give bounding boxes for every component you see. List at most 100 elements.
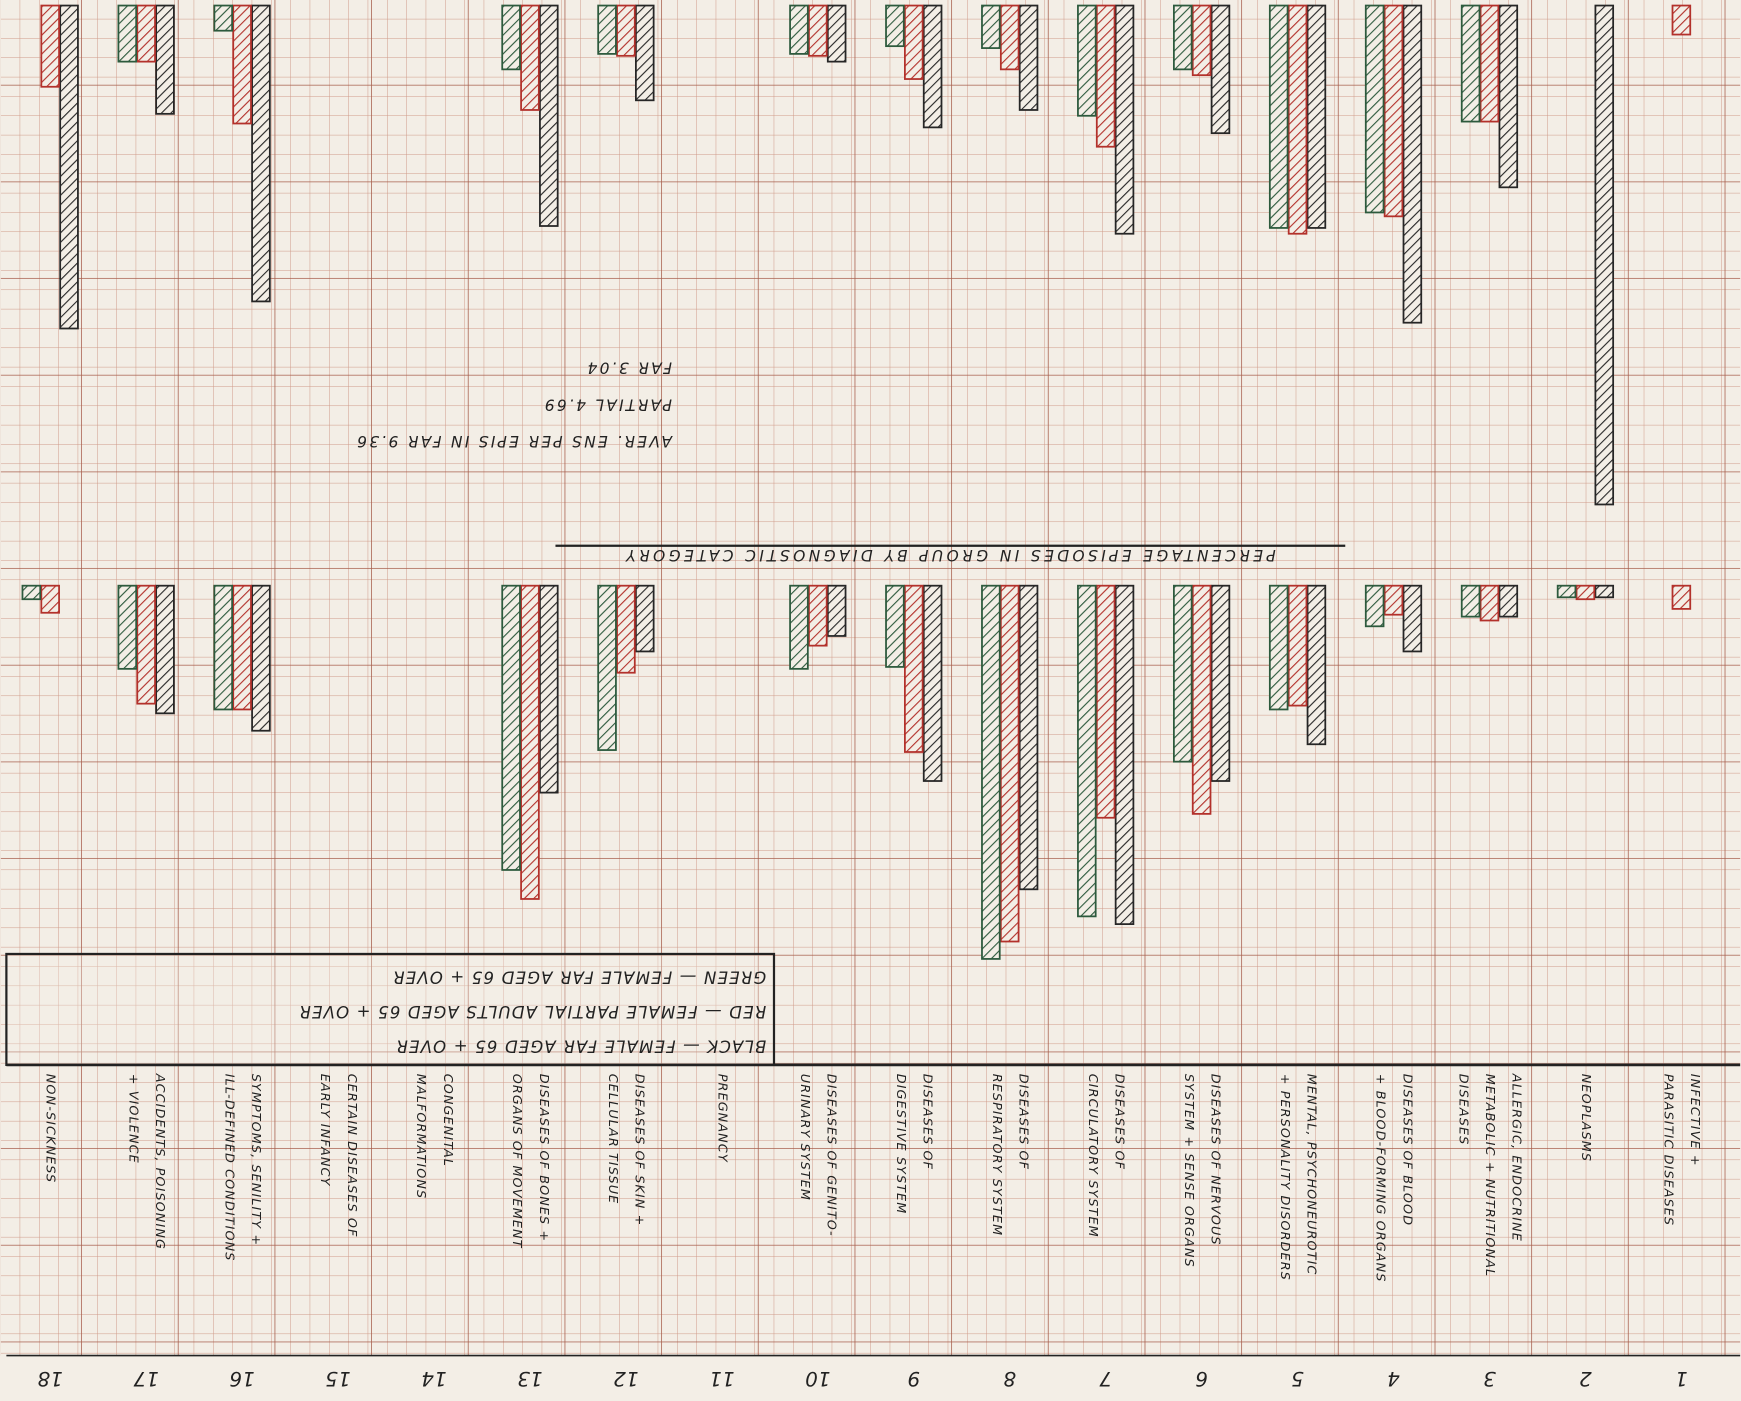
category-label: EARLY INFANCY [317,1074,332,1187]
bar [1193,6,1211,76]
category-number: 4 [1387,1367,1400,1391]
category-label: DISEASES OF [1016,1074,1031,1170]
bar [1116,6,1134,234]
bar [1308,6,1326,228]
category-number: 6 [1195,1367,1208,1391]
bar [233,586,251,710]
bar [1462,6,1480,122]
category-number: 9 [907,1367,920,1391]
category-number: 14 [421,1367,446,1391]
category-label: INFECTIVE + [1687,1074,1702,1167]
bar [886,586,904,667]
bar [598,586,616,750]
bar [214,586,232,710]
bar [636,586,654,652]
bar [617,586,635,673]
bar [1385,6,1403,217]
bar [540,6,558,226]
category-label: DISEASES OF BONES + [536,1074,551,1242]
bar [1116,586,1134,924]
bar [1462,586,1480,617]
bar [598,6,616,54]
bar [982,586,1000,959]
category-number: 12 [613,1367,638,1391]
bar [1078,6,1096,116]
bar [118,586,136,669]
bar [1481,586,1499,621]
bar [60,6,78,329]
bar [1174,586,1192,762]
category-label: DISEASES OF SKIN + [632,1074,647,1227]
page: PERCENTAGE EPISODES IN GROUP BY DIAGNOST… [0,0,1741,1401]
category-label: MENTAL, PSYCHONEUROTIC [1303,1074,1318,1276]
bar [41,6,59,87]
category-label: URINARY SYSTEM [797,1074,812,1201]
category-label: NON-SICKNESS [43,1074,58,1183]
bar [828,6,846,62]
note: AVER. ENS PER EPIS IN FAR 9.36 [355,432,673,450]
category-label: PARASITIC DISEASES [1661,1074,1676,1226]
category-label: + PERSONALITY DISORDERS [1277,1074,1292,1281]
legend-entry: RED — FEMALE PARTIAL ADULTS AGED 65 + OV… [298,1002,766,1021]
bar [617,6,635,56]
bar [924,586,942,781]
category-number: 1 [1675,1367,1688,1391]
category-number: 18 [38,1367,63,1391]
bar [1097,6,1115,147]
bar [1001,586,1019,942]
bar [1366,6,1384,213]
category-label: + BLOOD-FORMING ORGANS [1373,1074,1388,1283]
bar [828,586,846,636]
legend-entry: GREEN — FEMALE FAR AGED 65 + OVER [392,968,766,987]
category-label: PREGNANCY [714,1074,729,1163]
category-label: CONGENITAL [440,1074,455,1167]
bar [22,586,40,600]
note: PARTIAL 4.69 [543,395,672,413]
bar [521,6,539,110]
bar [1193,586,1211,814]
bar [1097,586,1115,818]
bar [1385,586,1403,615]
bar [1212,6,1230,134]
category-label: DISEASES OF [920,1074,935,1170]
category-label: ALLERGIC, ENDOCRINE [1509,1073,1524,1242]
category-label: DIGESTIVE SYSTEM [893,1074,908,1215]
bar [1020,586,1038,890]
bar [1672,586,1690,609]
category-label: NEOPLASMS [1578,1074,1593,1162]
category-number: 2 [1579,1367,1592,1391]
bar [1558,586,1576,598]
bar [1672,6,1690,35]
bar [233,6,251,124]
bar [521,586,539,899]
chart: PERCENTAGE EPISODES IN GROUP BY DIAGNOST… [0,0,1741,1401]
bar [905,6,923,79]
bar [982,6,1000,49]
bar [1577,586,1595,600]
bar [790,586,808,669]
category-number: 10 [805,1367,830,1391]
bar [118,6,136,62]
bar [502,6,520,70]
bar [1020,6,1038,110]
bar [502,586,520,870]
bar [156,6,174,114]
bar [1499,586,1517,617]
chart-title: PERCENTAGE EPISODES IN GROUP BY DIAGNOST… [623,546,1276,564]
bar [540,586,558,793]
bar [636,6,654,101]
category-label: CELLULAR TISSUE [605,1074,620,1205]
legend-entry: BLACK — FEMALE FAR AGED 65 + OVER [395,1036,766,1055]
bar [41,586,59,613]
bar [886,6,904,47]
bar [1481,6,1499,122]
bar [1404,586,1422,652]
bar [1174,6,1192,70]
category-label: ORGANS OF MOVEMENT [509,1074,524,1249]
bar [809,586,827,646]
bar [924,6,942,128]
category-label: DISEASES OF NERVOUS [1207,1074,1222,1246]
bar [1270,586,1288,710]
bar [1595,586,1613,598]
note: FAR 3.04 [585,359,672,377]
